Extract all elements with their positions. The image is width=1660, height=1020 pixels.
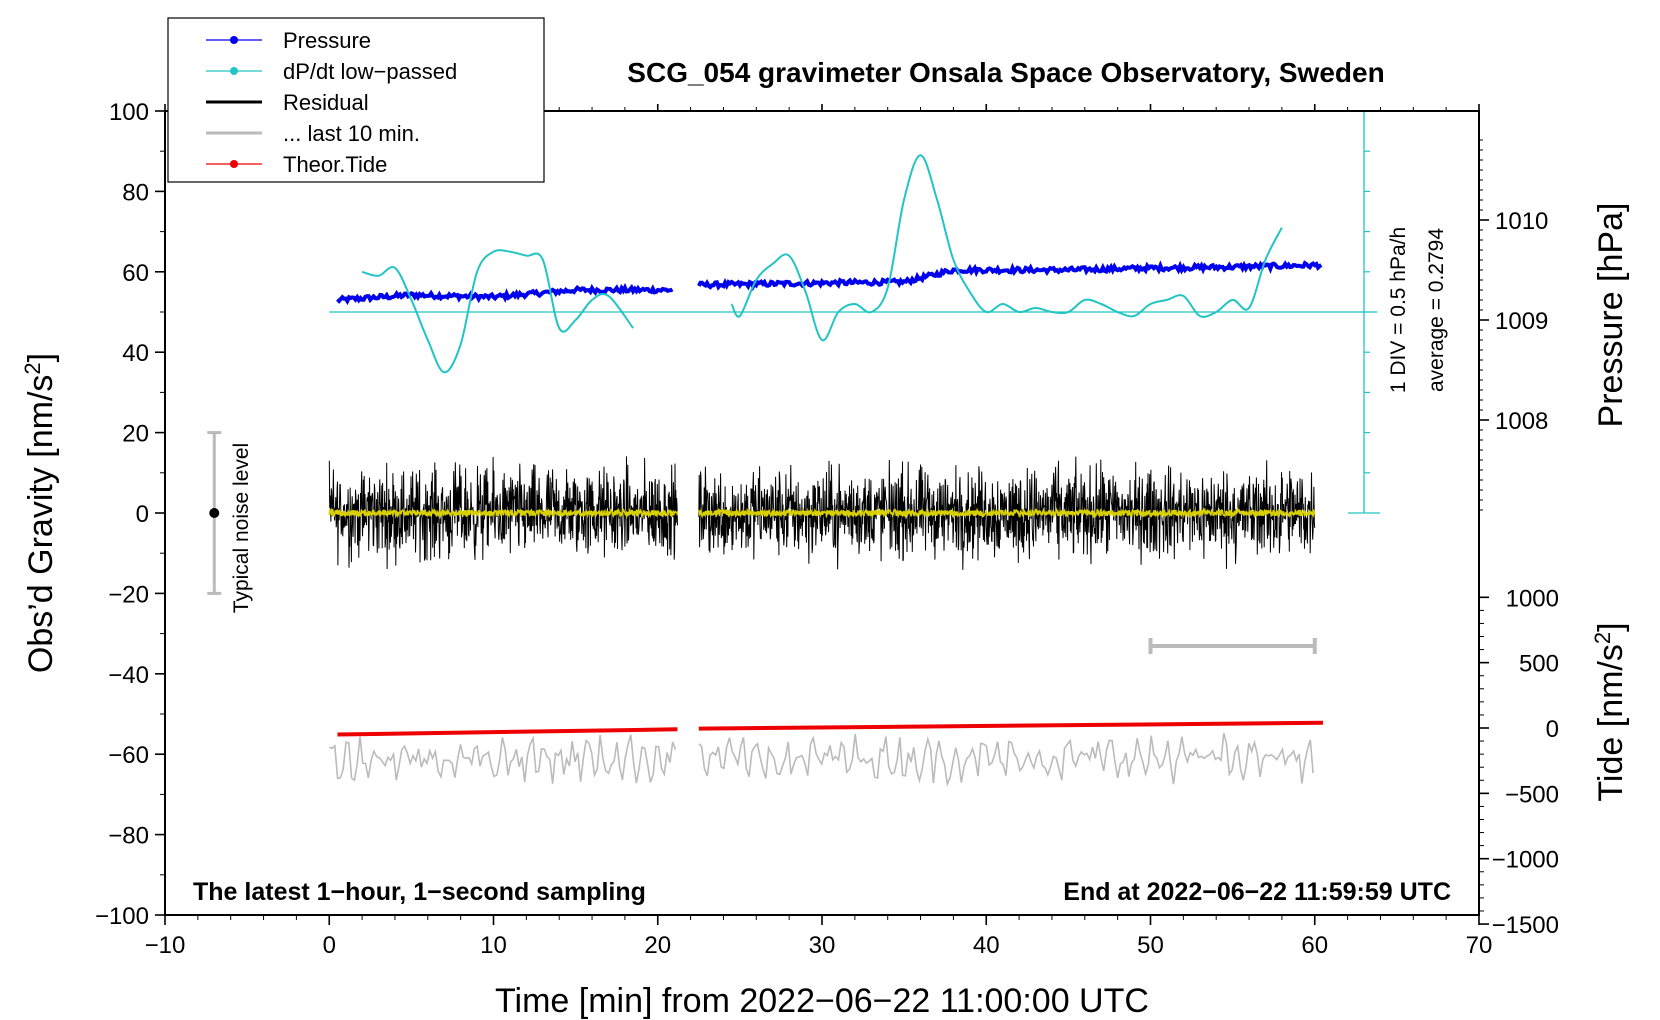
- tide-tick-label: −1000: [1492, 847, 1559, 874]
- pressure-series-line: [697, 260, 1323, 292]
- pressure-tick-label: 1010: [1495, 208, 1548, 235]
- tide-tick-label: −1500: [1492, 912, 1559, 939]
- y-tick-label: 60: [122, 260, 149, 287]
- x-tick-label: 40: [973, 932, 1000, 959]
- y-tick-label: 40: [122, 340, 149, 367]
- residual-series-line: [328, 456, 678, 570]
- y-tick-label: −100: [95, 903, 149, 930]
- x-tick-label: 10: [480, 932, 507, 959]
- x-tick-label: −10: [145, 932, 186, 959]
- y-tick-label: 100: [109, 99, 149, 126]
- average-label: average = 0.2794: [1425, 228, 1448, 392]
- x-tick-label: 50: [1137, 932, 1164, 959]
- residual-smoothed-line: [698, 506, 1316, 519]
- legend-box: [167, 17, 545, 183]
- chart-title: SCG_054 gravimeter Onsala Space Observat…: [627, 57, 1384, 88]
- y-tick-label: 20: [122, 421, 149, 448]
- y-axis-label-tide: Tide [nm/s2]: [1590, 622, 1630, 801]
- y-tick-label: −80: [108, 823, 149, 850]
- dpdt-series-line: [730, 154, 1283, 342]
- y-axis-label-gravity: Obs’d Gravity [nm/s2]: [20, 353, 60, 673]
- tide-tick-label: 500: [1519, 651, 1559, 678]
- legend-item-4-marker: [230, 160, 238, 168]
- scale-div-label: 1 DIV = 0.5 hPa/h: [1387, 227, 1410, 393]
- pressure-tick-label: 1008: [1495, 408, 1548, 435]
- legend-item-3-label: ... last 10 min.: [283, 121, 420, 146]
- last10-series-line: [698, 733, 1314, 787]
- x-tick-label: 30: [809, 932, 836, 959]
- y-axis-label-pressure: Pressure [hPa]: [1592, 203, 1630, 428]
- x-tick-label: 20: [644, 932, 671, 959]
- last10-series-line: [329, 734, 677, 784]
- x-axis-label: Time [min] from 2022−06−22 11:00:00 UTC: [495, 982, 1149, 1020]
- residual-series-line: [698, 456, 1316, 570]
- residual-smoothed-line: [328, 507, 679, 519]
- noise-level-label: Typical noise level: [230, 443, 253, 613]
- tide-tick-label: −500: [1505, 781, 1559, 808]
- legend-item-2-label: Residual: [283, 90, 369, 115]
- legend: Pressure dP/dt low−passed Residual ... last…: [167, 17, 545, 183]
- legend-item-1-label: dP/dt low−passed: [283, 59, 457, 84]
- legend-item-4-label: Theor.Tide: [283, 152, 387, 177]
- end-time-note: End at 2022−06−22 11:59:59 UTC: [1063, 878, 1451, 906]
- pressure-series-line: [336, 282, 674, 306]
- y-tick-label: 80: [122, 179, 149, 206]
- x-tick-label: 70: [1466, 932, 1493, 959]
- sampling-note: The latest 1−hour, 1−second sampling: [193, 878, 646, 906]
- y-tick-label: −40: [108, 662, 149, 689]
- tide-tick-label: 1000: [1506, 585, 1559, 612]
- legend-item-0-marker: [230, 36, 238, 44]
- pressure-tick-label: 1009: [1495, 308, 1548, 335]
- x-tick-label: 0: [323, 932, 336, 959]
- series-layer: [207, 110, 1381, 787]
- legend-item-1-marker: [230, 67, 238, 75]
- noise-level-dot: [209, 508, 220, 518]
- y-tick-label: 0: [136, 501, 149, 528]
- axis-ticks: −10 0 10 20 30 40 50 60 70−100−80−60−40−20020406…: [95, 99, 1559, 959]
- tide-series-line: [698, 720, 1323, 731]
- tide-series-line: [337, 727, 678, 737]
- tide-tick-label: 0: [1546, 716, 1559, 743]
- legend-item-0-label: Pressure: [283, 28, 371, 53]
- y-tick-label: −20: [108, 581, 149, 608]
- x-tick-label: 60: [1301, 932, 1328, 959]
- dpdt-series-line: [361, 249, 634, 374]
- y-tick-label: −60: [108, 742, 149, 769]
